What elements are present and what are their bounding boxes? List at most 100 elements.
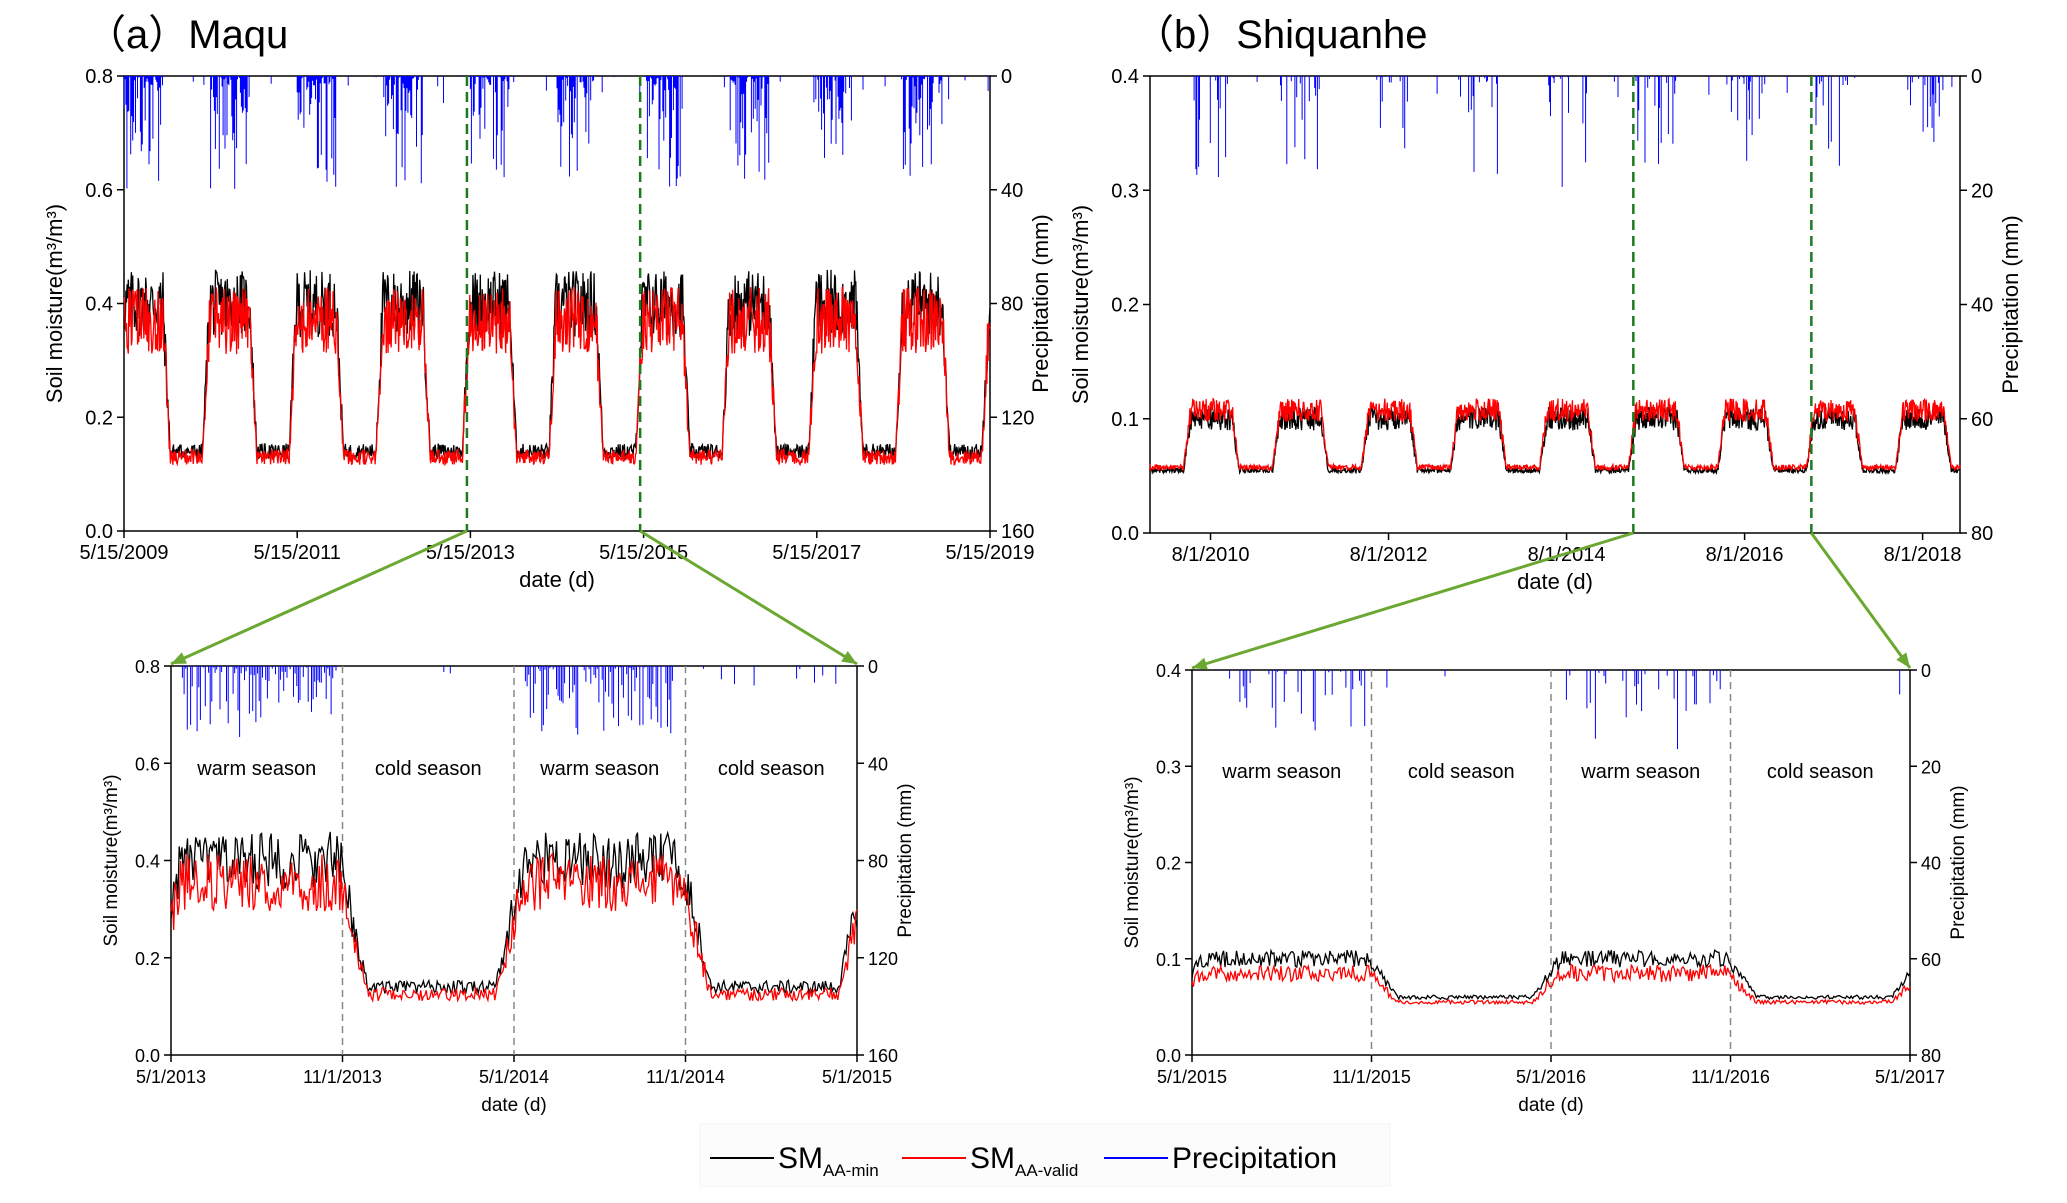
x-tick-label: 5/1/2016: [1516, 1067, 1586, 1087]
season-label: warm season: [196, 758, 316, 780]
x-tick-label: 5/15/2009: [80, 542, 169, 564]
legend-precip: Precipitation: [1172, 1142, 1337, 1175]
y2-axis-label: Precipitation (mm): [1998, 215, 2023, 393]
x-tick-label: 8/1/2016: [1706, 544, 1784, 566]
y2-tick-label: 0: [1001, 66, 1012, 88]
y-tick-label: 0.2: [1111, 295, 1139, 317]
zoom-connectors: [170, 76, 1912, 670]
zoom-arrow-line: [1191, 531, 1634, 670]
x-tick-label: 5/1/2013: [136, 1067, 206, 1087]
legend-sm-min-main: SM: [778, 1142, 823, 1175]
y2-tick-label: 0: [1971, 66, 1982, 88]
x-axis-label: date (d): [519, 567, 595, 592]
sm-aa-min-series: [1191, 948, 1911, 1001]
y-tick-label: 0.0: [135, 1046, 160, 1066]
legend-sm-valid-sub: AA-valid: [1015, 1161, 1078, 1180]
legend-sm-min-sub: AA-min: [823, 1161, 879, 1180]
y-tick-label: 0.4: [1156, 661, 1181, 681]
x-tick-label: 8/1/2010: [1172, 544, 1250, 566]
x-tick-label: 5/15/2013: [426, 542, 515, 564]
y-tick-label: 0.6: [85, 180, 113, 202]
x-tick-label: 5/1/2014: [479, 1067, 549, 1087]
zoom-arrow-line: [170, 529, 468, 666]
y2-tick-label: 60: [1971, 409, 1993, 431]
season-label: warm season: [539, 758, 659, 780]
y-tick-label: 0.6: [135, 754, 160, 774]
y-axis-label: Soil moisture(m³/m³): [1122, 776, 1143, 948]
season-label: cold season: [718, 758, 825, 780]
y-tick-label: 0.0: [1156, 1046, 1181, 1066]
chart-shiquanhe-full: 0.0 0.1 0.2 0.3 0.4 0 20 40 60 80 8/1/2010 8/1/2012…: [1068, 66, 2023, 594]
zoom-arrow-head: [841, 651, 857, 664]
y-axis-label: Soil moisture(m³/m³): [1068, 205, 1093, 404]
precip-series: [1217, 670, 1901, 750]
y-tick-label: 0.8: [135, 657, 160, 677]
y-tick-label: 0.2: [85, 407, 113, 429]
sm-aa-valid-series: [170, 851, 858, 1003]
x-tick-label: 5/1/2017: [1875, 1067, 1945, 1087]
x-tick-label: 5/1/2015: [1157, 1067, 1227, 1087]
chart-shiquanhe-zoom: warm season cold season warm season cold se…: [1122, 661, 1969, 1116]
season-label: cold season: [375, 758, 482, 780]
y-tick-label: 0.1: [1111, 409, 1139, 431]
plot-frame: [1149, 75, 1961, 534]
x-tick-label: 5/15/2011: [253, 542, 341, 564]
y-tick-label: 0.3: [1111, 180, 1139, 202]
zoom-arrow-head: [171, 652, 187, 664]
y2-tick-label: 120: [868, 949, 898, 969]
zoom-arrow-head: [1192, 657, 1208, 670]
sm-aa-valid-series: [1191, 963, 1911, 1006]
x-tick-label: 8/1/2012: [1350, 544, 1428, 566]
x-tick-label: 5/15/2019: [946, 542, 1035, 564]
precip-series: [123, 76, 989, 189]
panel-a-title: （a）Maqu: [86, 13, 288, 57]
y-tick-label: 0.0: [1111, 523, 1139, 545]
y-tick-label: 0.4: [1111, 66, 1139, 88]
x-tick-label: 11/1/2014: [646, 1067, 725, 1087]
y-tick-label: 0.4: [85, 294, 113, 316]
y2-tick-label: 60: [1921, 950, 1941, 970]
sm-aa-valid-series: [1149, 397, 1961, 473]
legend: SMAA-min SMAA-valid Precipitation: [699, 1123, 1391, 1187]
x-tick-label: 5/15/2017: [772, 542, 861, 564]
x-tick-label: 11/1/2016: [1691, 1067, 1770, 1087]
y-tick-label: 0.3: [1156, 757, 1181, 777]
precip-series: [181, 666, 853, 737]
y2-tick-label: 120: [1001, 407, 1034, 429]
x-tick-label: 8/1/2018: [1884, 544, 1962, 566]
y2-tick-label: 40: [1001, 180, 1023, 202]
season-label: cold season: [1767, 761, 1874, 783]
y-axis-label: Soil moisture(m³/m³): [101, 774, 122, 946]
y2-axis-label: Precipitation (mm): [1028, 214, 1053, 392]
chart-maqu-full: 0.0 0.2 0.4 0.6 0.8 0 40 80 120 160 5/15/2009 5/15/…: [42, 66, 1053, 592]
x-axis-label: date (d): [1517, 569, 1593, 594]
panel-b-title: （b）Shiquanhe: [1134, 13, 1428, 57]
y-tick-label: 0.2: [1156, 854, 1181, 874]
x-tick-label: 11/1/2015: [1332, 1067, 1411, 1087]
y2-tick-label: 160: [868, 1046, 898, 1066]
x-tick-label: 5/1/2015: [822, 1067, 892, 1087]
y2-tick-label: 80: [1921, 1046, 1941, 1066]
y2-tick-label: 80: [1971, 523, 1993, 545]
y-axis-label: Soil moisture(m³/m³): [42, 204, 67, 403]
legend-sm-valid-main: SM: [970, 1142, 1015, 1175]
zoom-arrow-head: [1896, 652, 1910, 668]
y-tick-label: 0.1: [1156, 950, 1181, 970]
y-tick-label: 0.2: [135, 949, 160, 969]
y2-tick-label: 160: [1001, 521, 1034, 543]
x-axis-label: date (d): [481, 1095, 546, 1116]
legend-sm-valid: SMAA-valid: [970, 1142, 1078, 1180]
season-label: cold season: [1408, 761, 1515, 783]
y2-tick-label: 40: [868, 754, 888, 774]
y2-tick-label: 0: [1921, 661, 1931, 681]
y2-tick-label: 0: [868, 657, 878, 677]
y2-axis-label: Precipitation (mm): [895, 783, 916, 937]
sm-aa-min-series: [170, 830, 858, 996]
y-tick-label: 0.8: [85, 66, 113, 88]
zoom-arrow-line: [1810, 532, 1912, 669]
zoom-arrow-line: [639, 529, 858, 666]
y2-axis-label: Precipitation (mm): [1948, 785, 1969, 939]
y2-tick-label: 20: [1921, 757, 1941, 777]
y-tick-label: 0.4: [135, 852, 160, 872]
